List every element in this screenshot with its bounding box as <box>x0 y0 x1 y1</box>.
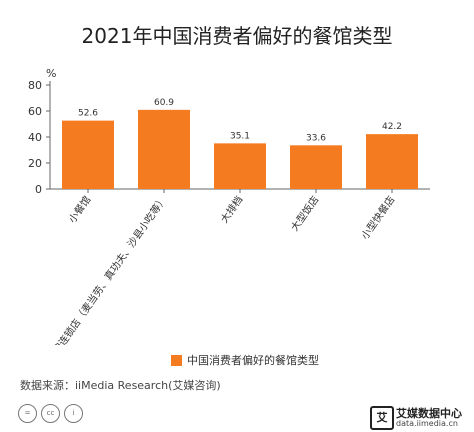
data-source: 数据来源：iiMedia Research(艾媒咨询) <box>20 379 221 392</box>
chart-title: 2021年中国消费者偏好的餐馆类型 <box>81 24 393 48</box>
y-axis-unit: % <box>46 67 56 80</box>
data-label: 35.1 <box>230 131 250 141</box>
bar <box>62 120 114 189</box>
brand-watermark: 艾 艾媒数据中心 data.iimedia.cn <box>362 402 474 432</box>
legend-swatch <box>171 354 182 366</box>
y-tick-label: 0 <box>35 183 42 196</box>
attribution-icon: i <box>64 404 83 423</box>
bar <box>290 145 342 189</box>
x-tick-label: 品牌连锁店（麦当劳、真功夫、沙县小吃等） <box>44 193 169 345</box>
bar <box>138 109 190 189</box>
chart-legend: 中国消费者偏好的餐馆类型 <box>171 352 319 368</box>
y-tick-label: 80 <box>28 79 42 92</box>
y-tick-label: 20 <box>28 157 42 170</box>
licence-icons: = cc i <box>18 404 83 423</box>
no-derivatives-icon: = <box>18 404 37 423</box>
data-label: 52.6 <box>78 109 98 119</box>
x-tick-label: 小餐馆 <box>66 193 94 225</box>
x-tick-label: 大排档 <box>218 193 246 225</box>
y-tick-label: 40 <box>28 131 42 144</box>
legend-label: 中国消费者偏好的餐馆类型 <box>187 354 319 367</box>
creative-commons-icon: cc <box>41 404 60 423</box>
data-label: 42.2 <box>382 122 402 132</box>
bar <box>366 134 418 189</box>
data-label: 60.9 <box>154 98 174 108</box>
brand-name: 艾媒数据中心 <box>396 407 462 420</box>
x-tick-label: 小型快餐店 <box>358 193 397 241</box>
brand-url: data.iimedia.cn <box>396 419 458 428</box>
x-tick-label: 大型饭店 <box>288 193 322 233</box>
bar-chart: % 0 20 40 60 80 52.6 小餐馆 60.9 品牌连锁店（麦当劳、真功夫、沙县小吃等… <box>28 67 430 345</box>
data-label: 33.6 <box>306 133 326 143</box>
y-tick-label: 60 <box>28 105 42 118</box>
bar <box>214 143 266 189</box>
iimedia-logo-icon: 艾 <box>370 406 394 430</box>
